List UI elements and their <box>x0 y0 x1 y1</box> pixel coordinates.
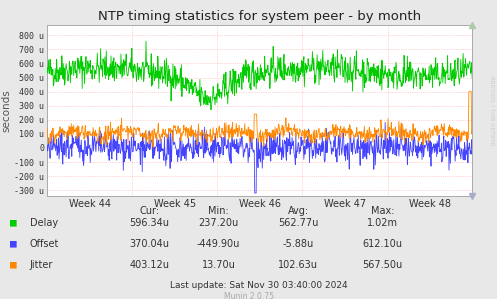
Text: Avg:: Avg: <box>288 206 309 216</box>
Text: 562.77u: 562.77u <box>278 218 319 228</box>
Text: -449.90u: -449.90u <box>197 239 241 249</box>
Text: 370.04u: 370.04u <box>129 239 169 249</box>
Text: Cur:: Cur: <box>139 206 159 216</box>
Text: -5.88u: -5.88u <box>283 239 314 249</box>
Text: 13.70u: 13.70u <box>202 260 236 270</box>
Text: 596.34u: 596.34u <box>129 218 169 228</box>
Text: ■: ■ <box>10 260 17 270</box>
Text: Munin 2.0.75: Munin 2.0.75 <box>224 292 273 299</box>
Text: 237.20u: 237.20u <box>199 218 239 228</box>
Text: Delay: Delay <box>30 218 58 228</box>
Text: 612.10u: 612.10u <box>363 239 403 249</box>
Text: ■: ■ <box>10 239 17 249</box>
Text: Offset: Offset <box>30 239 59 249</box>
Text: Jitter: Jitter <box>30 260 53 270</box>
Text: RRDTOOL / TOBI OETIKER: RRDTOOL / TOBI OETIKER <box>490 76 495 145</box>
Text: 102.63u: 102.63u <box>278 260 318 270</box>
Text: 567.50u: 567.50u <box>363 260 403 270</box>
Text: Min:: Min: <box>208 206 229 216</box>
Text: 403.12u: 403.12u <box>129 260 169 270</box>
Text: 1.02m: 1.02m <box>367 218 398 228</box>
Text: ■: ■ <box>10 218 17 228</box>
Text: Max:: Max: <box>371 206 395 216</box>
Title: NTP timing statistics for system peer - by month: NTP timing statistics for system peer - … <box>98 10 421 23</box>
Y-axis label: seconds: seconds <box>1 89 11 132</box>
Text: Last update: Sat Nov 30 03:40:00 2024: Last update: Sat Nov 30 03:40:00 2024 <box>169 281 347 290</box>
